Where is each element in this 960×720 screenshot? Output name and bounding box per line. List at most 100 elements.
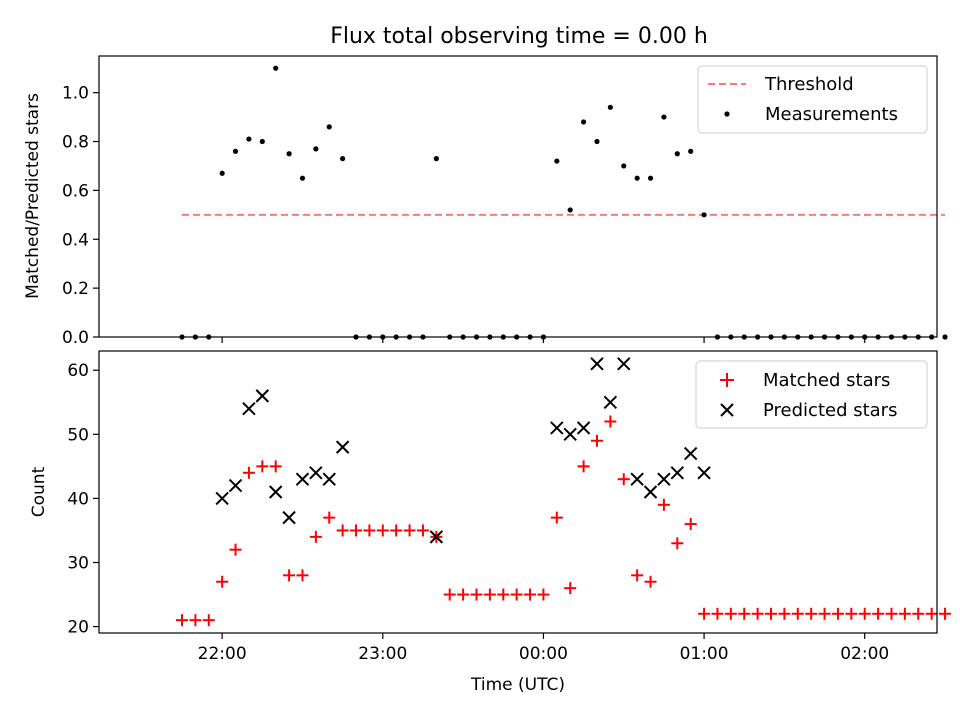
matched-star-point [604, 415, 617, 428]
matched-star-point [323, 511, 336, 524]
matched-star-point [818, 607, 831, 620]
matched-star-point [296, 569, 309, 582]
matched-star-point [858, 607, 871, 620]
predicted-star-point [590, 357, 604, 371]
matched-star-point [778, 607, 791, 620]
predicted-star-point [282, 510, 296, 525]
matched-star-point [684, 518, 697, 531]
bottom-plot-frame [98, 350, 938, 634]
matched-star-point [269, 460, 282, 473]
matched-star-point [229, 543, 242, 556]
x-tick-label: 02:00 [840, 644, 889, 664]
top-y-tick-label: 0.4 [62, 230, 89, 250]
matched-star-point [577, 460, 590, 473]
predicted-star-point [242, 401, 256, 416]
matched-star-point [175, 614, 188, 627]
matched-star-point [657, 498, 670, 511]
matched-star-point [631, 569, 644, 582]
bottom-panel: Count Time (UTC) 20 30 40 50 60 22:00 23:00 00:… [29, 350, 952, 695]
measurement-point [594, 138, 600, 145]
matched-star-point [831, 607, 844, 620]
matched-star-point [939, 607, 952, 620]
matched-star-point [805, 607, 818, 620]
top-y-tick-label: 1.0 [62, 84, 89, 104]
bottom-y-tick-label: 20 [67, 618, 89, 638]
matched-star-point [885, 607, 898, 620]
top-panel: Matched/Predicted stars 0.0 0.2 0.4 0.6 0.8 1… [23, 55, 948, 348]
matched-star-point [524, 588, 537, 601]
x-axis-label: Time (UTC) [470, 675, 565, 695]
predicted-star-point [563, 427, 577, 442]
measurement-point [433, 156, 439, 162]
matched-star-point [283, 569, 296, 582]
legend-predicted-label: Predicted stars [763, 400, 897, 421]
x-tick-label: 22:00 [198, 644, 247, 664]
matched-star-point [898, 607, 911, 620]
matched-star-point [845, 607, 858, 620]
top-y-tick-label: 0.8 [62, 133, 89, 153]
predicted-star-point [550, 421, 564, 435]
matched-star-point [403, 524, 416, 537]
matched-star-point [617, 473, 630, 486]
matched-star-point [537, 588, 550, 601]
predicted-star-point [683, 446, 698, 461]
legend-threshold-label: Threshold [764, 74, 854, 95]
bottom-y-tick-label: 30 [67, 554, 89, 574]
matched-star-point [390, 524, 403, 537]
predicted-star-point [335, 440, 350, 454]
top-legend-box [697, 65, 928, 134]
matched-star-point [698, 607, 711, 620]
measurement-point [688, 148, 694, 154]
matched-star-point [751, 607, 764, 620]
measurement-point [567, 207, 573, 213]
matched-star-point [711, 607, 724, 620]
predicted-star-point [576, 421, 591, 435]
matched-star-point [497, 588, 510, 601]
predicted-star-point [228, 478, 243, 493]
measurement-point [326, 124, 332, 130]
measurement-point [674, 151, 680, 157]
matched-star-point [376, 524, 389, 537]
measurement-point [554, 158, 560, 164]
matched-star-point [872, 607, 885, 620]
matched-star-point [724, 607, 737, 620]
measurement-point [701, 212, 707, 218]
matched-star-point [791, 607, 804, 620]
predicted-star-point [255, 389, 270, 403]
predicted-star-point [697, 466, 711, 480]
measurement-point [340, 156, 346, 162]
matched-star-point [202, 614, 215, 627]
measurement-point [313, 146, 319, 152]
matched-star-point [590, 434, 603, 447]
predicted-star-point [322, 472, 336, 486]
bottom-y-axis-label: Count [29, 466, 49, 517]
measurement-point [286, 151, 292, 157]
predicted-star-point [630, 472, 644, 486]
measurement-point [273, 65, 279, 71]
matched-star-point [738, 607, 751, 620]
matched-star-point [216, 575, 229, 588]
predicted-star-point [268, 485, 283, 499]
matched-star-point [189, 614, 202, 627]
measurement-point [580, 119, 587, 125]
measurement-point [219, 170, 225, 176]
legend-matched-swatch [720, 373, 734, 387]
bottom-y-tick-label: 40 [67, 489, 89, 509]
matched-star-point [336, 524, 349, 537]
measurement-point [634, 175, 640, 181]
top-legend: Threshold Measurements [697, 65, 928, 134]
top-y-tick-label: 0.6 [62, 181, 89, 201]
x-tick-label: 01:00 [680, 644, 729, 664]
legend-measurements-label: Measurements [765, 104, 898, 125]
matched-star-point [925, 607, 938, 620]
legend-measurements-swatch [724, 111, 730, 117]
predicted-star-point [603, 395, 618, 409]
matched-star-point [350, 524, 363, 537]
matched-star-point [457, 588, 470, 601]
predicted-star-point [643, 485, 658, 499]
legend-matched-label: Matched stars [763, 370, 890, 391]
measurement-point [647, 175, 654, 181]
measurement-point [661, 114, 667, 120]
measurement-point [607, 104, 613, 110]
measurement-point [232, 148, 239, 154]
